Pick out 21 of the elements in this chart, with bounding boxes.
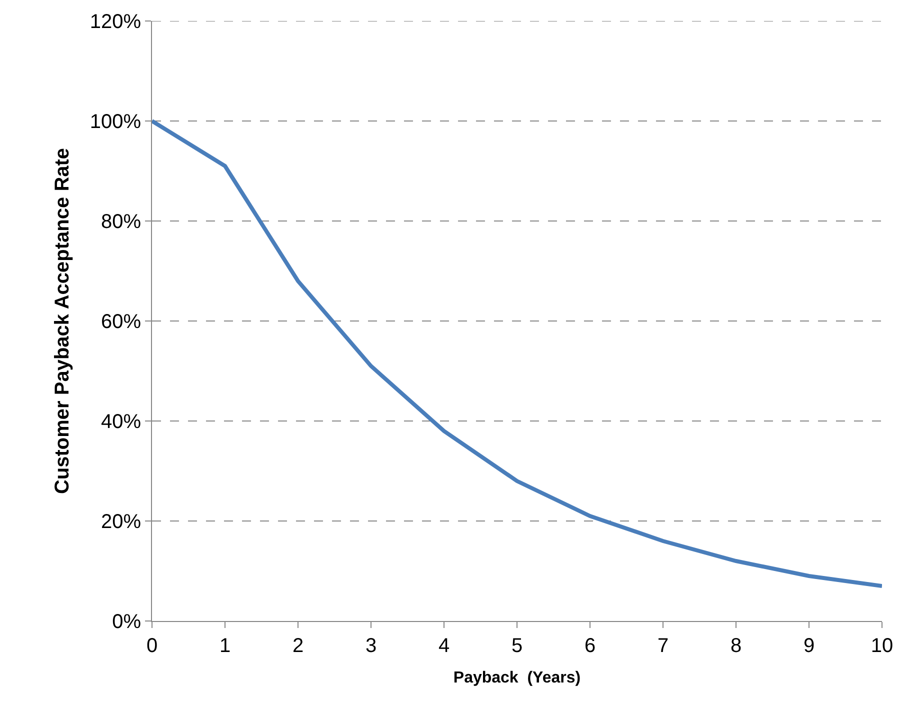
x-tick-label: 3 [365, 635, 377, 657]
y-tick-label: 60% [100, 311, 142, 333]
y-tick-label: 20% [100, 511, 142, 533]
y-tick-label: 40% [100, 411, 142, 433]
x-tick-label: 7 [657, 635, 669, 657]
y-axis-title: Customer Payback Acceptance Rate [51, 148, 74, 494]
x-tick-label: 0 [146, 635, 158, 657]
x-axis-title: Payback (Years) [453, 670, 581, 687]
line-series [152, 119, 882, 588]
y-tick-label: 120% [90, 11, 142, 33]
y-tick-label: 0% [112, 611, 142, 633]
x-tick-label: 2 [292, 635, 304, 657]
x-tick-label: 6 [584, 635, 596, 657]
x-tick-label: 10 [870, 635, 894, 657]
y-tick-label: 100% [90, 111, 142, 133]
x-tick-label: 9 [803, 635, 815, 657]
x-tick-label: 1 [219, 635, 231, 657]
x-tick-label: 5 [511, 635, 523, 657]
x-tick-label: 8 [730, 635, 742, 657]
x-tick-label: 4 [438, 635, 450, 657]
y-tick-label: 80% [100, 211, 142, 233]
